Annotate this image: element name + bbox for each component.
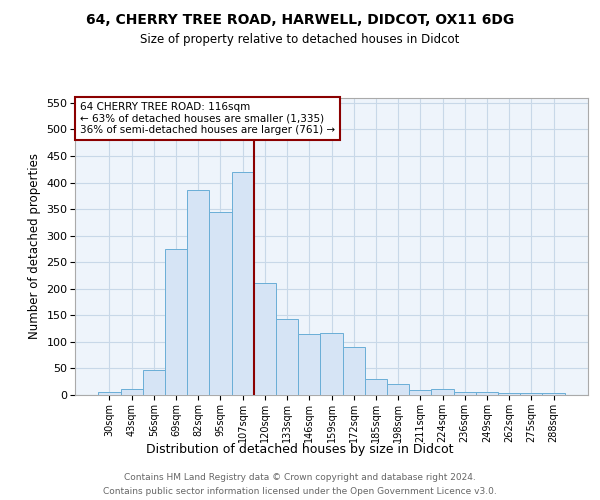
Bar: [387, 384, 409, 395]
Text: Size of property relative to detached houses in Didcot: Size of property relative to detached ho…: [140, 32, 460, 46]
Bar: [476, 392, 498, 395]
Bar: [98, 392, 121, 395]
Text: 64, CHERRY TREE ROAD, HARWELL, DIDCOT, OX11 6DG: 64, CHERRY TREE ROAD, HARWELL, DIDCOT, O…: [86, 12, 514, 26]
Text: 64 CHERRY TREE ROAD: 116sqm
← 63% of detached houses are smaller (1,335)
36% of : 64 CHERRY TREE ROAD: 116sqm ← 63% of det…: [80, 102, 335, 135]
Bar: [498, 394, 520, 395]
Bar: [320, 333, 343, 395]
Bar: [298, 334, 320, 395]
Bar: [542, 393, 565, 395]
Y-axis label: Number of detached properties: Number of detached properties: [28, 153, 41, 340]
Bar: [276, 319, 298, 395]
Bar: [121, 388, 143, 395]
Bar: [454, 392, 476, 395]
Bar: [431, 388, 454, 395]
Bar: [165, 249, 187, 395]
Bar: [343, 347, 365, 395]
Text: Contains public sector information licensed under the Open Government Licence v3: Contains public sector information licen…: [103, 488, 497, 496]
Bar: [209, 212, 232, 395]
Bar: [254, 284, 276, 395]
Bar: [187, 190, 209, 395]
Bar: [143, 370, 165, 395]
Text: Distribution of detached houses by size in Didcot: Distribution of detached houses by size …: [146, 442, 454, 456]
Bar: [409, 390, 431, 395]
Bar: [232, 172, 254, 395]
Text: Contains HM Land Registry data © Crown copyright and database right 2024.: Contains HM Land Registry data © Crown c…: [124, 472, 476, 482]
Bar: [520, 394, 542, 395]
Bar: [365, 379, 387, 395]
